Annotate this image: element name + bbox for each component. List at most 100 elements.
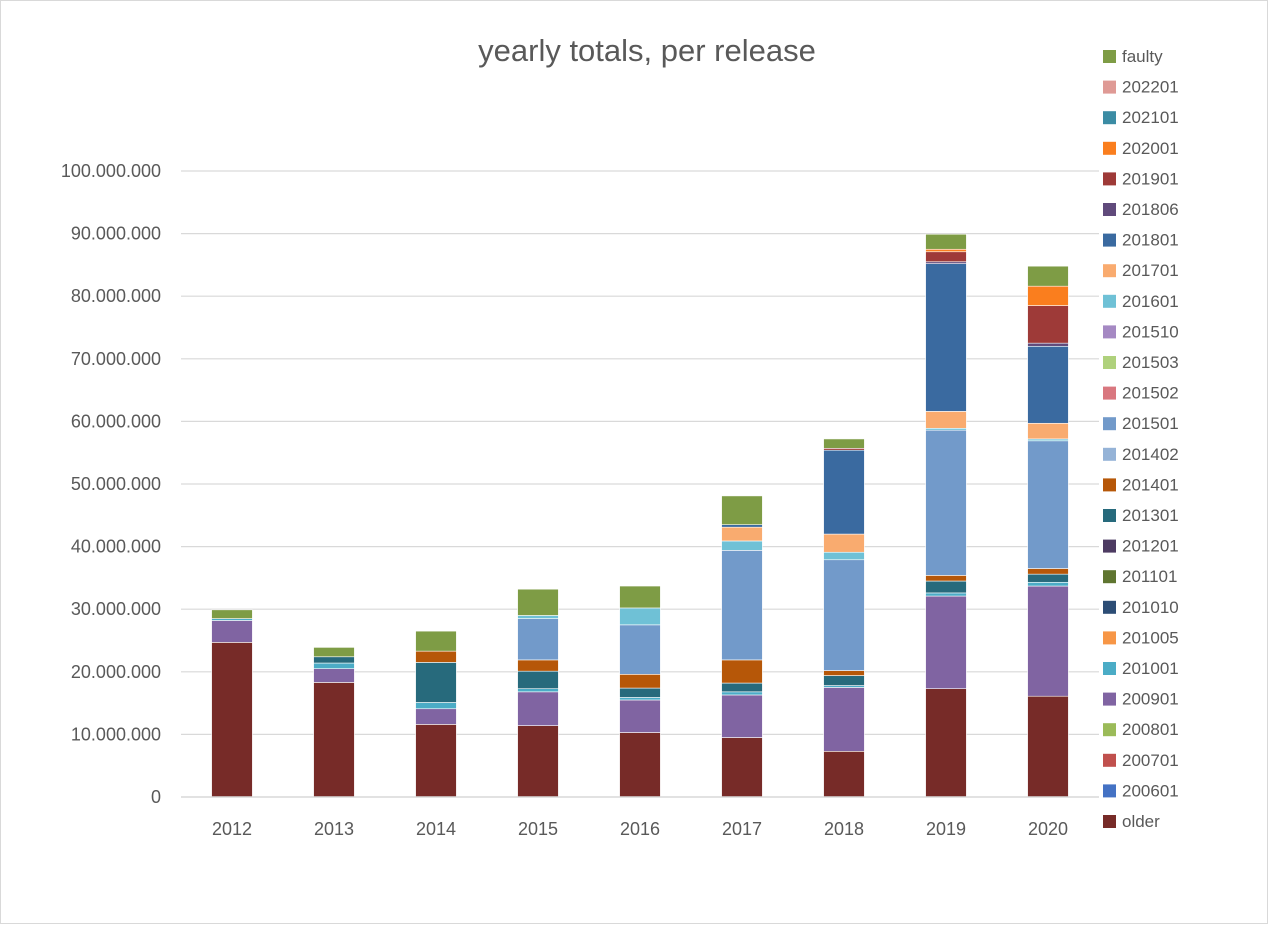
y-tick-label: 50.000.000 (71, 474, 161, 494)
legend-item-201901: 201901 (1103, 169, 1179, 188)
legend-swatch (1103, 141, 1116, 155)
bar-segment-201401-2017 (721, 659, 763, 684)
bar-segment-201501-2018 (823, 559, 865, 671)
bar-segment-201301-2013 (313, 656, 355, 664)
legend-item-201005: 201005 (1103, 628, 1179, 647)
legend-swatch (1103, 600, 1116, 614)
x-tick-label: 2020 (1028, 819, 1068, 839)
legend-label: 202101 (1122, 108, 1179, 127)
bar-segment-201501-2015 (517, 618, 559, 661)
y-tick-label: 80.000.000 (71, 286, 161, 306)
legend-item-201301: 201301 (1103, 506, 1179, 525)
legend-item-201010: 201010 (1103, 598, 1179, 617)
y-tick-label: 0 (151, 787, 161, 807)
y-tick-label: 20.000.000 (71, 662, 161, 682)
legend-label: 201501 (1122, 414, 1179, 433)
legend-swatch (1103, 539, 1116, 553)
chart-title: yearly totals, per release (478, 33, 816, 68)
legend-swatch (1103, 723, 1116, 737)
bar-segment-201806-2020 (1027, 342, 1069, 347)
bar-segment-older-2019 (925, 688, 967, 798)
bar-segment-200901-2012 (211, 620, 253, 643)
bar-segment-older-2017 (721, 737, 763, 798)
y-tick-label: 70.000.000 (71, 349, 161, 369)
legend-label: 201402 (1122, 445, 1179, 464)
y-tick-label: 10.000.000 (71, 724, 161, 744)
bar-segment-older-2014 (415, 724, 457, 798)
legend-swatch (1103, 753, 1116, 767)
bar-segment-201401-2018 (823, 670, 865, 676)
legend-swatch (1103, 233, 1116, 247)
bar-segment-202001-2019 (925, 248, 967, 253)
x-axis-tick-labels: 2012 2013 2014 2015 2016 2017 2018 2019 2020 (212, 819, 1068, 839)
bar-segment-201001-2014 (415, 702, 457, 710)
bar-segment-201001-2017 (721, 691, 763, 696)
bar-segment-older-2012 (211, 642, 253, 798)
legend-label: 201101 (1122, 567, 1177, 586)
bar-segment-200901-2014 (415, 708, 457, 725)
bar-segment-201501-2019 (925, 429, 967, 576)
bar-segment-201301-2020 (1027, 573, 1069, 583)
bar-segment-201601-2018 (823, 551, 865, 561)
bars (211, 233, 1069, 798)
bar-segment-201301-2017 (721, 682, 763, 693)
bar-segment-201401-2015 (517, 659, 559, 672)
x-tick-label: 2018 (824, 819, 864, 839)
bar-segment-201501-2020 (1027, 440, 1069, 569)
legend-swatch (1103, 264, 1116, 278)
bar-segment-201801-2019 (925, 263, 967, 412)
bar-segment-200901-2015 (517, 691, 559, 726)
legend-label: 201503 (1122, 353, 1179, 372)
bar-segment-faulty-2012 (211, 609, 253, 619)
legend-label: 200701 (1122, 751, 1179, 770)
bar-segment-201301-2016 (619, 687, 661, 698)
bar-segment-201301-2014 (415, 662, 457, 703)
legend-label: 200601 (1122, 781, 1179, 800)
bar-segment-201301-2018 (823, 675, 865, 686)
legend-swatch (1103, 50, 1116, 63)
legend-swatch (1103, 784, 1116, 798)
bar-segment-faulty-2020 (1027, 265, 1069, 287)
legend-swatch (1103, 815, 1116, 828)
legend-label: older (1122, 812, 1160, 831)
legend-label: 200801 (1122, 720, 1179, 739)
legend-swatch (1103, 356, 1116, 369)
bar-segment-201801-2018 (823, 449, 865, 535)
bar-segment-faulty-2017 (721, 495, 763, 525)
y-tick-label: 90.000.000 (71, 224, 161, 244)
legend-item-201201: 201201 (1103, 537, 1179, 556)
bar-segment-201301-2019 (925, 580, 967, 594)
bar-segment-201701-2018 (823, 533, 865, 553)
bar-segment-201501-2016 (619, 624, 661, 675)
legend-swatch (1103, 447, 1116, 461)
legend-swatch (1103, 417, 1116, 431)
bar-segment-201501-2017 (721, 550, 763, 661)
y-tick-label: 40.000.000 (71, 537, 161, 557)
bar-segment-200901-2019 (925, 595, 967, 690)
legend-item-200901: 200901 (1103, 690, 1179, 709)
legend-item-202101: 202101 (1103, 108, 1179, 127)
legend-item-201101: 201101 (1103, 567, 1177, 586)
legend-item-200601: 200601 (1103, 781, 1179, 800)
legend-item-201503: 201503 (1103, 353, 1179, 372)
bar-segment-201001-2013 (313, 662, 355, 669)
x-tick-label: 2014 (416, 819, 456, 839)
bar-segment-201401-2020 (1027, 568, 1069, 575)
legend-label: 202001 (1122, 139, 1179, 158)
bar-segment-201001-2015 (517, 688, 559, 693)
legend-item-faulty: faulty (1103, 47, 1163, 66)
bar-segment-201001-2019 (925, 592, 967, 597)
legend-label: 201001 (1122, 659, 1179, 678)
legend-label: 201005 (1122, 628, 1179, 647)
legend-item-201510: 201510 (1103, 322, 1179, 341)
bar-segment-201001-2016 (619, 697, 661, 701)
y-tick-label: 30.000.000 (71, 599, 161, 619)
legend-label: 201901 (1122, 169, 1179, 188)
legend-item-202001: 202001 (1103, 139, 1179, 158)
bar-segment-201601-2015 (517, 615, 559, 619)
legend-swatch (1103, 203, 1116, 216)
legend-swatch (1103, 478, 1116, 492)
legend-item-201502: 201502 (1103, 384, 1179, 403)
legend-label: faulty (1122, 47, 1163, 66)
